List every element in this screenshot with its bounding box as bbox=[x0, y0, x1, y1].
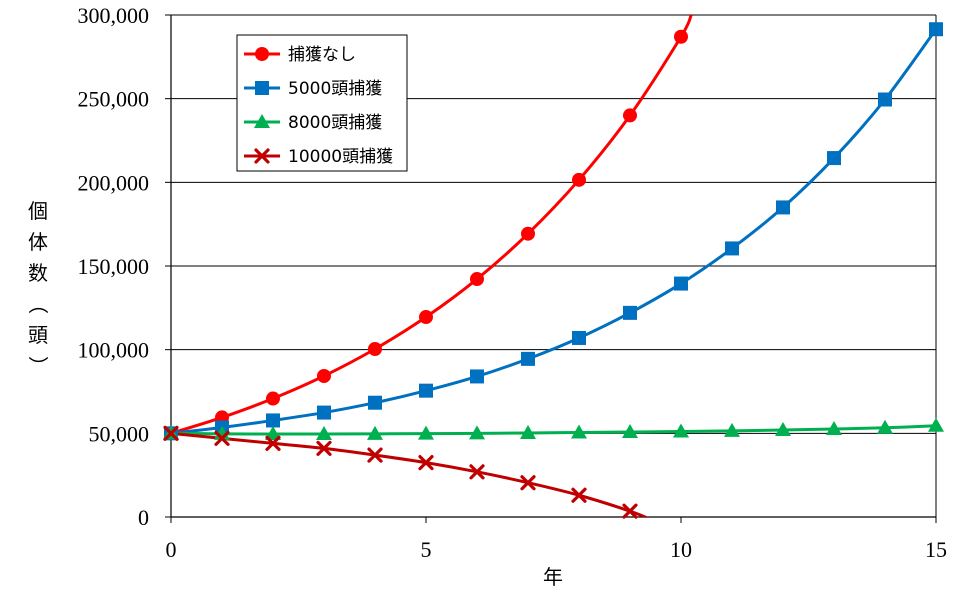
marker-layer bbox=[163, 22, 944, 519]
data-point-series-4 bbox=[571, 487, 587, 503]
data-point-series-3 bbox=[316, 426, 332, 441]
data-point-series-3 bbox=[571, 424, 587, 439]
data-point-series-2 bbox=[317, 405, 331, 420]
legend-label-1: 捕獲なし bbox=[288, 45, 356, 65]
data-point-series-2 bbox=[929, 22, 943, 37]
data-point-series-1 bbox=[317, 368, 331, 383]
data-point-series-2 bbox=[623, 305, 637, 320]
y-axis-title-char: 数 bbox=[28, 261, 48, 285]
data-point-series-1 bbox=[623, 108, 637, 123]
legend-label-2: 5000頭捕獲 bbox=[288, 79, 382, 99]
data-point-series-4 bbox=[622, 503, 638, 519]
data-point-series-1 bbox=[521, 226, 535, 241]
data-point-series-2 bbox=[776, 200, 790, 215]
data-point-series-1 bbox=[368, 341, 382, 356]
legend-marker-3 bbox=[254, 114, 270, 128]
data-point-series-1 bbox=[266, 391, 280, 406]
data-point-series-4 bbox=[520, 475, 536, 491]
legend-marker-4 bbox=[254, 148, 270, 164]
data-point-series-2 bbox=[827, 151, 841, 166]
data-point-series-2 bbox=[419, 383, 433, 398]
data-point-series-1 bbox=[470, 272, 484, 287]
data-point-series-4 bbox=[214, 430, 230, 446]
data-point-series-3 bbox=[877, 419, 893, 434]
data-point-series-3 bbox=[775, 421, 791, 436]
series-line-4 bbox=[171, 431, 650, 517]
data-point-series-4 bbox=[163, 425, 179, 441]
y-axis-title-char: 個 bbox=[28, 199, 48, 223]
data-point-series-4 bbox=[316, 440, 332, 456]
data-point-series-3 bbox=[469, 425, 485, 440]
data-point-series-2 bbox=[572, 330, 586, 345]
data-point-series-2 bbox=[674, 276, 688, 291]
data-point-series-4 bbox=[265, 435, 281, 451]
data-point-series-1 bbox=[674, 29, 688, 44]
data-point-series-2 bbox=[266, 413, 280, 428]
y-tick-label: 0 bbox=[138, 505, 149, 530]
series-line-2 bbox=[171, 28, 936, 435]
data-point-series-3 bbox=[520, 424, 536, 439]
data-point-series-2 bbox=[878, 92, 892, 107]
series-line-3 bbox=[171, 424, 936, 436]
data-point-series-3 bbox=[418, 425, 434, 440]
data-point-series-2 bbox=[725, 241, 739, 256]
x-axis-title: 年 bbox=[543, 565, 563, 589]
data-point-series-1 bbox=[572, 172, 586, 187]
x-tick-label: 5 bbox=[421, 537, 432, 562]
data-point-series-2 bbox=[521, 351, 535, 366]
y-axis-title-char: 体 bbox=[28, 230, 48, 254]
y-axis-title-char: 頭 bbox=[28, 323, 48, 347]
y-tick-label: 200,000 bbox=[78, 170, 150, 195]
x-tick-label: 15 bbox=[925, 537, 947, 562]
data-point-series-3 bbox=[826, 420, 842, 435]
legend-marker-2 bbox=[255, 81, 269, 95]
tick-labels: 0 50,000 100,000 150,000 200,000 250,000 300,0… bbox=[78, 3, 948, 562]
legend-label-3: 8000頭捕獲 bbox=[288, 113, 382, 133]
legend-label-4: 10000頭捕獲 bbox=[288, 147, 393, 167]
data-point-series-4 bbox=[469, 464, 485, 480]
data-point-series-3 bbox=[265, 426, 281, 441]
y-axis-title-char: ） bbox=[26, 356, 50, 376]
data-point-series-4 bbox=[418, 455, 434, 471]
data-point-series-3 bbox=[673, 423, 689, 438]
y-tick-label: 300,000 bbox=[78, 3, 150, 28]
y-axis-title: 個体数 （ 頭 ） bbox=[26, 199, 50, 376]
data-point-series-3 bbox=[928, 417, 944, 432]
x-tick-label: 10 bbox=[670, 537, 692, 562]
data-point-series-3 bbox=[622, 423, 638, 438]
data-point-series-1 bbox=[419, 310, 433, 325]
y-axis-title-char: （ bbox=[26, 294, 50, 314]
legend: 捕獲なし 5000頭捕獲 8000頭捕獲 10000頭捕獲 bbox=[236, 34, 408, 172]
y-tick-label: 100,000 bbox=[78, 338, 150, 363]
data-point-series-2 bbox=[470, 369, 484, 384]
data-point-series-4 bbox=[367, 447, 383, 463]
data-point-series-3 bbox=[724, 422, 740, 437]
data-point-series-2 bbox=[368, 395, 382, 410]
x-tick-label: 0 bbox=[166, 537, 177, 562]
y-tick-label: 50,000 bbox=[89, 421, 150, 446]
legend-marker-1 bbox=[255, 47, 269, 61]
data-point-series-3 bbox=[367, 425, 383, 440]
y-tick-label: 150,000 bbox=[78, 254, 150, 279]
y-tick-label: 250,000 bbox=[78, 87, 150, 112]
